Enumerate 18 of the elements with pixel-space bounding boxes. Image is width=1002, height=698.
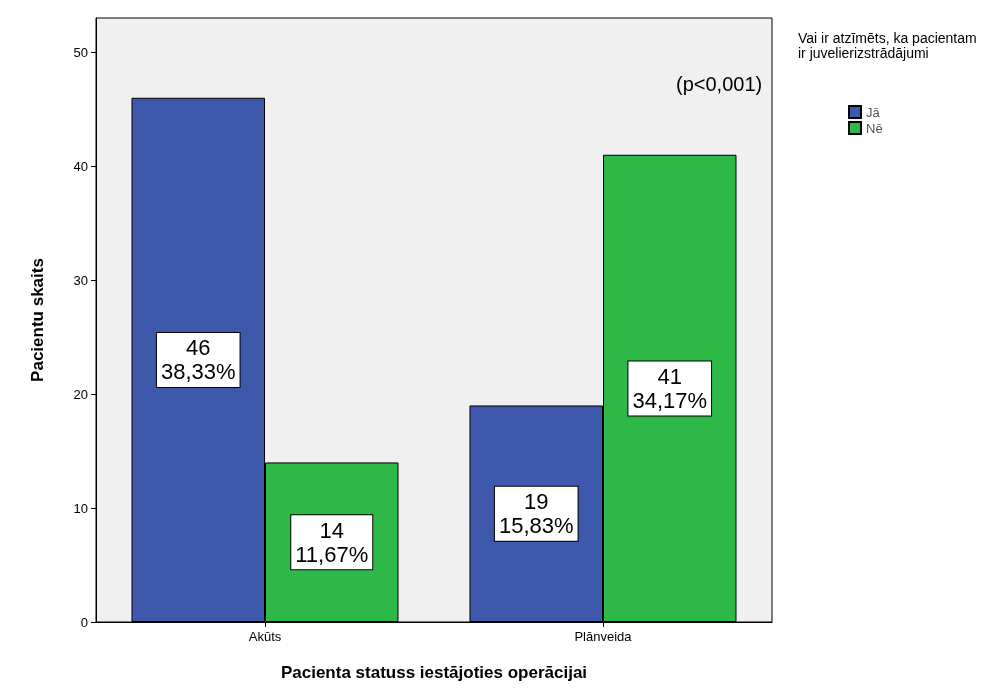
x-tick-label: Akūts: [248, 629, 282, 644]
y-axis-title: Pacientu skaits: [28, 258, 47, 382]
y-tick-label: 10: [73, 500, 88, 516]
y-tick-label: 20: [73, 386, 88, 402]
y-tick-label: 40: [73, 158, 88, 174]
y-tick-label: 50: [73, 44, 88, 60]
y-tick-label: 0: [80, 614, 88, 630]
data-label: 19 15,83%: [498, 489, 574, 539]
legend-label: Jā: [866, 104, 881, 120]
x-axis-title: Pacienta statuss iestājoties operācijai: [280, 663, 588, 682]
legend-title: Vai ir atzīmēts, ka pacientam ir juvelierizstrādājumi: [798, 29, 981, 61]
y-tick-label: 30: [73, 272, 88, 288]
data-label: 14 11,67%: [295, 517, 369, 567]
data-label: 41 34,17%: [632, 363, 708, 413]
annotation: (p<0,001): [676, 73, 763, 95]
legend-label: Nē: [866, 120, 883, 136]
data-label: 46 38,33%: [160, 335, 236, 385]
x-tick-label: Plānveida: [574, 629, 633, 644]
